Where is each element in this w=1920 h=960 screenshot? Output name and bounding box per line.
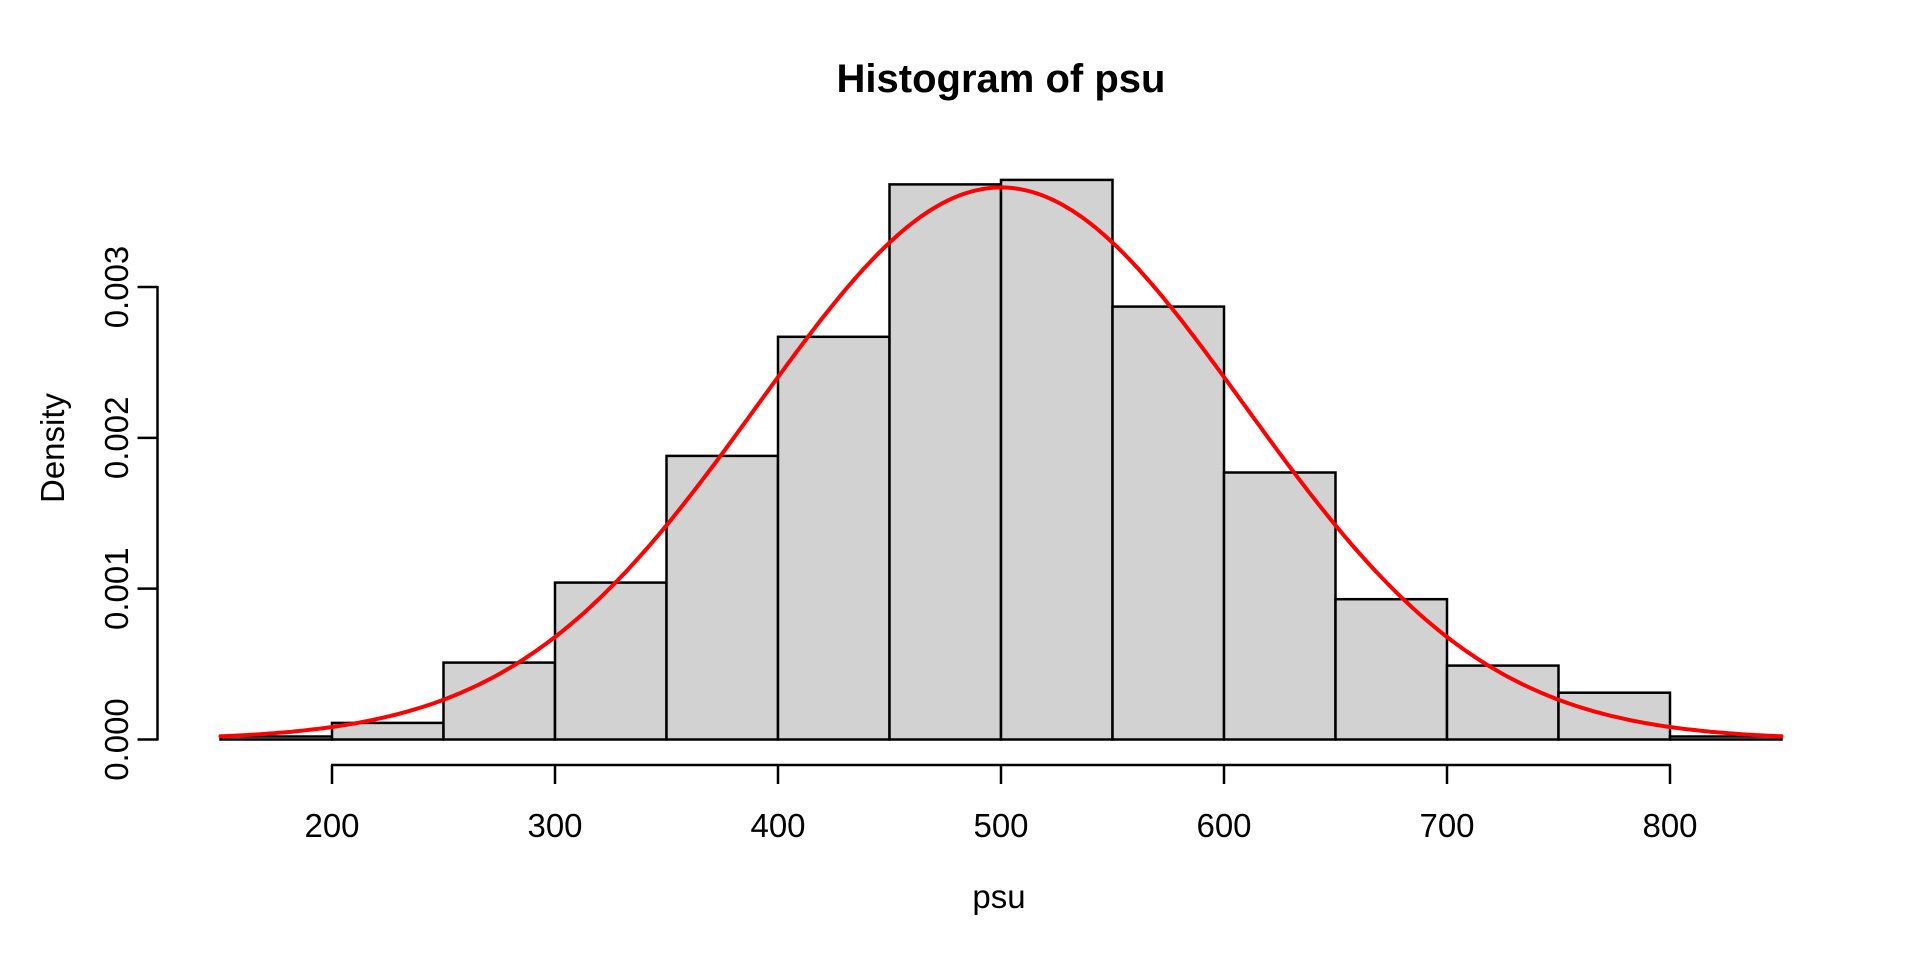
x-tick-label: 600 xyxy=(1196,807,1251,844)
histogram-bar xyxy=(1445,664,1560,741)
histogram-bar xyxy=(776,335,891,741)
histogram-bar xyxy=(553,581,668,741)
x-axis-title: psu xyxy=(972,878,1025,915)
x-tick-label: 700 xyxy=(1419,807,1474,844)
y-tick-label: 0.001 xyxy=(98,547,135,630)
x-tick-label: 800 xyxy=(1642,807,1697,844)
histogram-bar xyxy=(665,454,780,741)
histogram-bar xyxy=(1222,471,1337,741)
chart-title: Histogram of psu xyxy=(837,57,1166,101)
histogram-bar xyxy=(1334,597,1449,741)
x-tick-label: 300 xyxy=(527,807,582,844)
y-tick-label: 0.003 xyxy=(98,246,135,329)
histogram-bar xyxy=(1111,305,1226,741)
y-tick-label: 0.000 xyxy=(98,698,135,781)
histogram-bar xyxy=(999,178,1114,741)
normal-curve xyxy=(218,185,1784,739)
x-tick-label: 500 xyxy=(973,807,1028,844)
x-tick-label: 200 xyxy=(304,807,359,844)
histogram-bar xyxy=(888,183,1003,741)
y-axis-title: Density xyxy=(34,392,71,503)
y-tick-label: 0.002 xyxy=(98,397,135,480)
x-tick-label: 400 xyxy=(750,807,805,844)
histogram-bar xyxy=(1557,691,1672,741)
